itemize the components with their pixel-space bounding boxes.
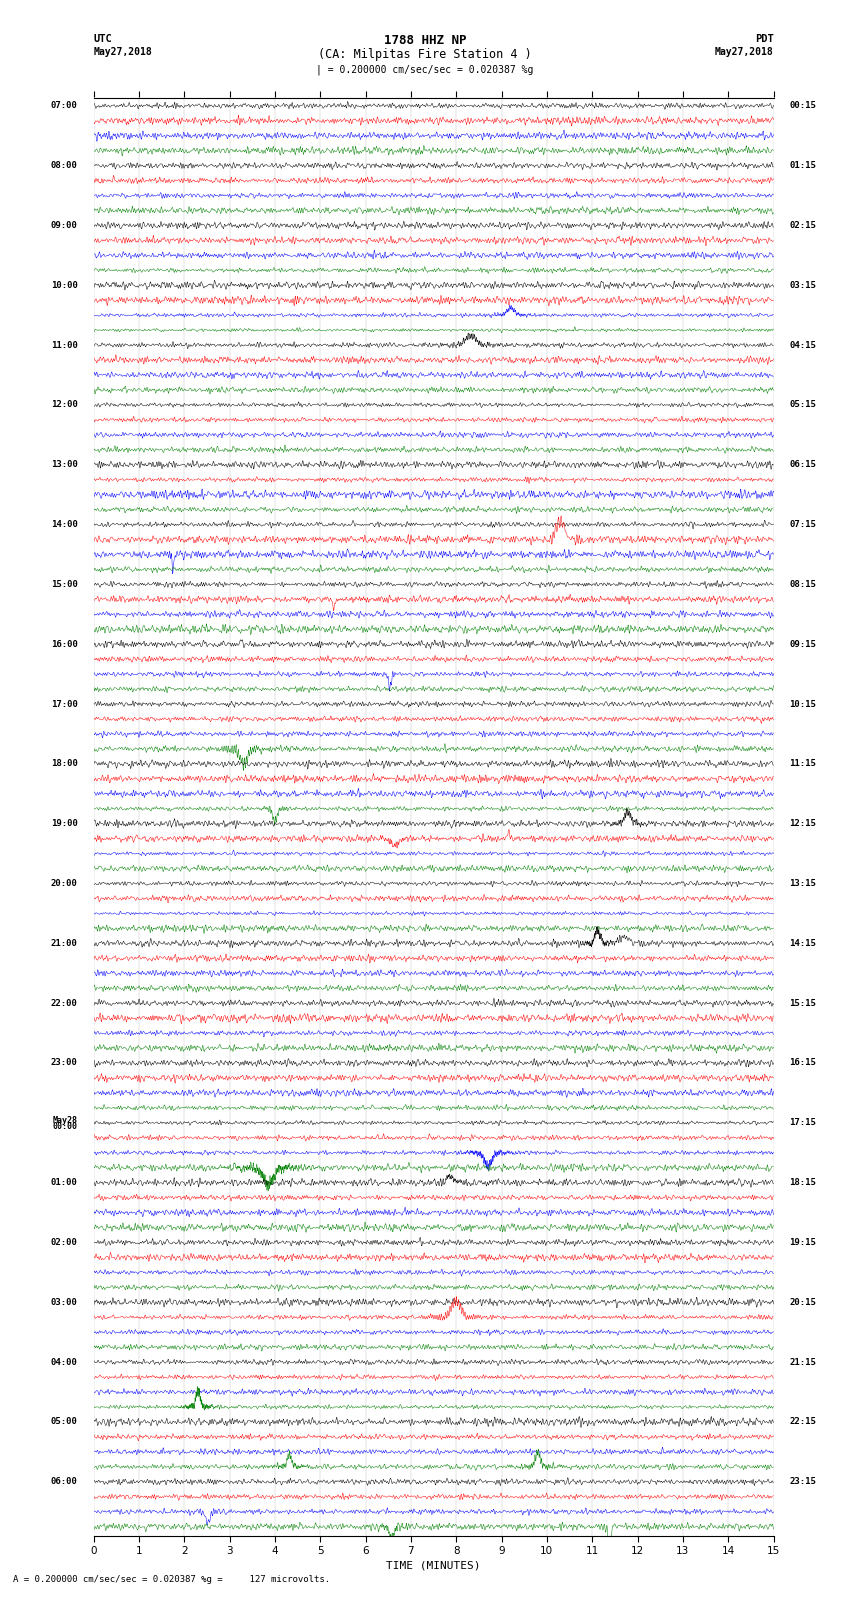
Text: 13:00: 13:00 (51, 460, 77, 469)
Text: 05:00: 05:00 (51, 1418, 77, 1426)
Text: 10:00: 10:00 (51, 281, 77, 290)
Text: | = 0.200000 cm/sec/sec = 0.020387 %g: | = 0.200000 cm/sec/sec = 0.020387 %g (316, 65, 534, 76)
Text: May27,2018: May27,2018 (94, 47, 152, 56)
Text: 04:00: 04:00 (51, 1358, 77, 1366)
Text: 23:00: 23:00 (51, 1058, 77, 1068)
Text: 06:15: 06:15 (790, 460, 816, 469)
Text: 13:15: 13:15 (790, 879, 816, 889)
Text: 03:15: 03:15 (790, 281, 816, 290)
Text: 04:15: 04:15 (790, 340, 816, 350)
Text: 18:00: 18:00 (51, 760, 77, 768)
Text: 00:15: 00:15 (790, 102, 816, 110)
Text: 17:00: 17:00 (51, 700, 77, 708)
Text: 15:00: 15:00 (51, 579, 77, 589)
Text: 21:15: 21:15 (790, 1358, 816, 1366)
Text: 11:00: 11:00 (51, 340, 77, 350)
Text: 19:15: 19:15 (790, 1237, 816, 1247)
Text: 19:00: 19:00 (51, 819, 77, 827)
Text: 11:15: 11:15 (790, 760, 816, 768)
Text: 09:15: 09:15 (790, 640, 816, 648)
Text: 07:00: 07:00 (51, 102, 77, 110)
Text: 02:00: 02:00 (51, 1237, 77, 1247)
Text: 15:15: 15:15 (790, 998, 816, 1008)
Text: 08:00: 08:00 (51, 161, 77, 169)
Text: 22:15: 22:15 (790, 1418, 816, 1426)
Text: 12:15: 12:15 (790, 819, 816, 827)
Text: May28: May28 (53, 1116, 77, 1124)
Text: 01:00: 01:00 (51, 1177, 77, 1187)
Text: May27,2018: May27,2018 (715, 47, 774, 56)
Text: (CA: Milpitas Fire Station 4 ): (CA: Milpitas Fire Station 4 ) (318, 48, 532, 61)
Text: 16:15: 16:15 (790, 1058, 816, 1068)
Text: 16:00: 16:00 (51, 640, 77, 648)
Text: 07:15: 07:15 (790, 519, 816, 529)
Text: 14:15: 14:15 (790, 939, 816, 948)
Text: 01:15: 01:15 (790, 161, 816, 169)
Text: 03:00: 03:00 (51, 1298, 77, 1307)
Text: 22:00: 22:00 (51, 998, 77, 1008)
Text: PDT: PDT (755, 34, 774, 44)
Text: 14:00: 14:00 (51, 519, 77, 529)
Text: 10:15: 10:15 (790, 700, 816, 708)
Text: 21:00: 21:00 (51, 939, 77, 948)
Text: UTC: UTC (94, 34, 112, 44)
Text: 02:15: 02:15 (790, 221, 816, 231)
Text: 08:15: 08:15 (790, 579, 816, 589)
X-axis label: TIME (MINUTES): TIME (MINUTES) (386, 1560, 481, 1569)
Text: 23:15: 23:15 (790, 1478, 816, 1486)
Text: 20:15: 20:15 (790, 1298, 816, 1307)
Text: 20:00: 20:00 (51, 879, 77, 889)
Text: A = 0.200000 cm/sec/sec = 0.020387 %g =     127 microvolts.: A = 0.200000 cm/sec/sec = 0.020387 %g = … (13, 1574, 330, 1584)
Text: 18:15: 18:15 (790, 1177, 816, 1187)
Text: 1788 HHZ NP: 1788 HHZ NP (383, 34, 467, 47)
Text: 05:15: 05:15 (790, 400, 816, 410)
Text: 09:00: 09:00 (51, 221, 77, 231)
Text: 06:00: 06:00 (51, 1478, 77, 1486)
Text: 00:00: 00:00 (53, 1123, 77, 1131)
Text: 12:00: 12:00 (51, 400, 77, 410)
Text: 17:15: 17:15 (790, 1118, 816, 1127)
